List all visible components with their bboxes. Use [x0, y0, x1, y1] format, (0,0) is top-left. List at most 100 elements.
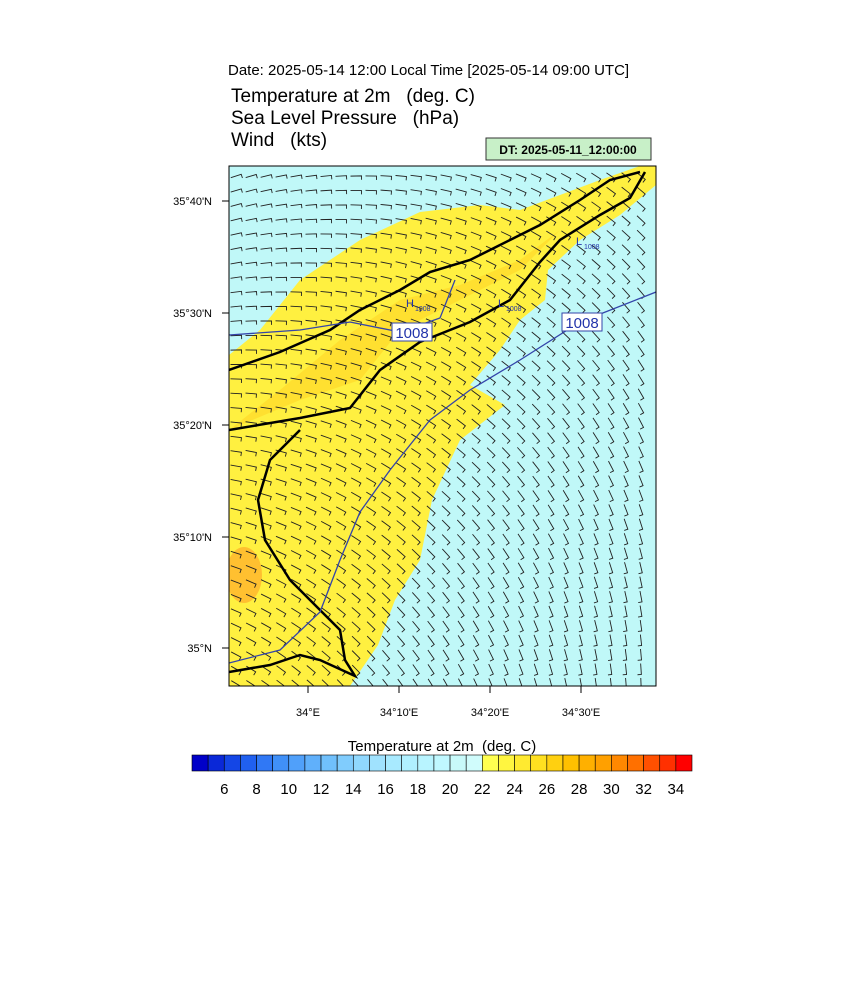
- wind-barb: [518, 649, 524, 662]
- wind-barb: [516, 389, 526, 401]
- wind-barb: [260, 406, 272, 413]
- wind-barb: [275, 521, 287, 530]
- wind-barb: [291, 622, 302, 632]
- wind-barb: [516, 303, 527, 314]
- wind-barb: [563, 663, 568, 676]
- wind-barb: [485, 202, 497, 211]
- wind-barb: [365, 189, 377, 195]
- colorbar-box: [433, 754, 451, 772]
- wind-barb: [320, 276, 332, 282]
- wind-barb: [502, 533, 510, 546]
- wind-barb: [472, 591, 480, 604]
- wind-barb: [245, 550, 257, 559]
- wind-barb: [245, 593, 257, 603]
- wind-barb: [593, 533, 599, 546]
- wind-barb: [560, 172, 572, 183]
- wind-barb: [531, 360, 541, 372]
- wind-barb: [425, 304, 437, 313]
- wind-barb: [290, 203, 303, 209]
- colorbar-box: [417, 754, 435, 772]
- wind-barb: [381, 491, 392, 502]
- wind-barb: [336, 549, 347, 560]
- pressure-center-symbol: H: [406, 298, 414, 310]
- wind-barb: [621, 244, 631, 256]
- wind-barb: [487, 548, 495, 561]
- field-title: Wind (kts): [231, 130, 327, 151]
- wind-barb: [591, 230, 601, 241]
- wind-barb: [457, 635, 465, 648]
- wind-barb: [607, 446, 615, 459]
- wind-barb: [290, 521, 302, 530]
- wind-barb: [305, 305, 317, 311]
- wind-barb: [291, 650, 302, 662]
- wind-barb: [531, 389, 541, 401]
- wind-barb: [500, 188, 512, 197]
- wind-barb: [230, 565, 242, 574]
- wind-barb: [290, 564, 302, 574]
- dt-box: [485, 137, 652, 161]
- wind-barb: [622, 359, 630, 372]
- wind-barb: [608, 547, 614, 560]
- wind-barb: [305, 291, 317, 297]
- wind-barb: [321, 664, 331, 676]
- wind-barb: [500, 260, 512, 270]
- wind-barb: [260, 608, 272, 618]
- wind-barb: [637, 273, 646, 285]
- wind-barb: [245, 378, 257, 384]
- colorbar-label: 6: [220, 781, 228, 798]
- wind-barb: [411, 419, 422, 429]
- wind-barb: [320, 377, 332, 385]
- wind-barb: [306, 665, 316, 676]
- wind-barb: [230, 608, 242, 617]
- wind-barb: [351, 535, 362, 546]
- wind-barb: [351, 607, 361, 618]
- wind-barb: [365, 261, 377, 268]
- wind-barb: [335, 218, 347, 224]
- map-area: 1008 1008 H 1008 L 1008 L 1008: [229, 166, 656, 686]
- wind-barb: [621, 273, 631, 285]
- wind-barb: [426, 519, 436, 531]
- wind-barb: [411, 563, 421, 575]
- wind-barb: [441, 390, 452, 400]
- wind-barb: [336, 564, 347, 575]
- wind-barb: [638, 562, 643, 575]
- wind-barb: [320, 305, 332, 312]
- wind-barb: [546, 259, 557, 270]
- wind-barb: [441, 519, 451, 531]
- wind-barb: [290, 406, 302, 414]
- wind-barb: [561, 331, 571, 343]
- wind-barb: [622, 648, 628, 661]
- wind-barb: [607, 663, 613, 676]
- wind-barb: [517, 576, 525, 590]
- wind-barb: [547, 533, 555, 546]
- wind-barb: [427, 678, 434, 686]
- wind-barb: [442, 620, 450, 633]
- wind-barb: [441, 505, 451, 517]
- wind-barb: [470, 202, 482, 211]
- wind-barb: [380, 232, 392, 239]
- wind-barb: [456, 433, 466, 444]
- wind-barb: [516, 432, 526, 444]
- wind-barb: [549, 678, 553, 686]
- wind-barb: [351, 679, 359, 686]
- wind-barb: [260, 188, 273, 194]
- wind-barb: [547, 418, 556, 430]
- wind-barb: [426, 534, 436, 546]
- wind-barb: [365, 362, 377, 371]
- wind-barb: [350, 290, 362, 297]
- wind-barb: [456, 390, 467, 401]
- wind-barb: [455, 203, 467, 211]
- wind-barb: [593, 663, 598, 676]
- wind-barb: [622, 663, 628, 676]
- colorbar-box: [288, 754, 306, 772]
- wind-barb: [562, 461, 570, 474]
- wind-barb: [275, 392, 287, 399]
- wind-barb: [290, 363, 302, 370]
- wind-barb: [578, 547, 584, 560]
- colorbar-label: 10: [280, 781, 297, 798]
- wind-barb: [472, 577, 480, 590]
- pressure-center-value: 1008: [415, 306, 431, 313]
- wind-barb: [425, 318, 437, 327]
- wind-barb: [351, 664, 361, 676]
- wind-barb: [350, 175, 363, 180]
